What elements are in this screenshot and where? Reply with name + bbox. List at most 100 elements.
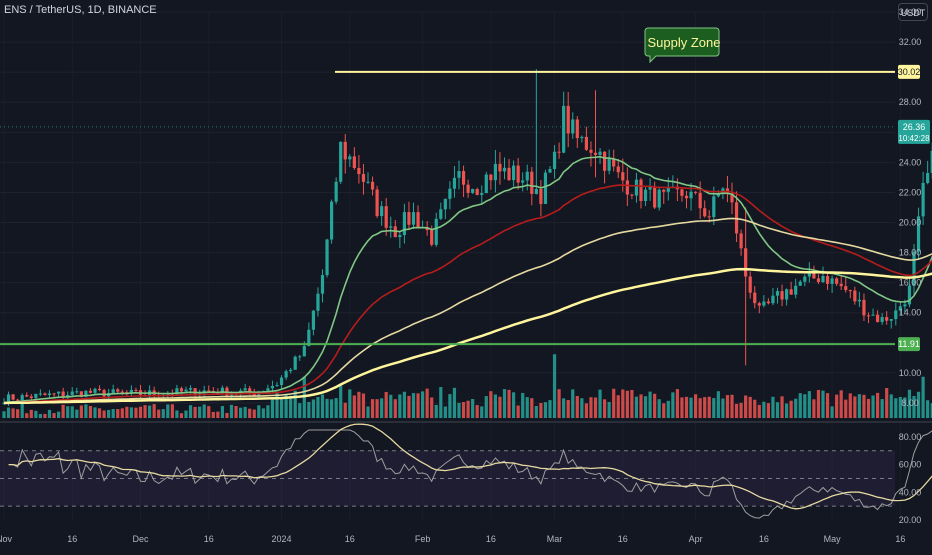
candle-body	[207, 390, 211, 392]
volume-bar	[916, 391, 921, 418]
volume-bar	[184, 410, 188, 418]
volume-bar	[853, 396, 857, 418]
volume-bar	[220, 406, 224, 418]
volume-bar	[284, 394, 288, 418]
volume-bar	[361, 393, 366, 418]
volume-bar	[466, 400, 470, 418]
candle-body	[816, 278, 821, 283]
volume-bar	[416, 393, 420, 418]
volume-bar	[25, 413, 29, 418]
candle-body	[339, 141, 343, 182]
volume-bar	[421, 391, 425, 418]
volume-bar	[261, 408, 265, 418]
volume-bar	[216, 411, 220, 418]
volume-bar	[825, 393, 830, 418]
volume-bar	[880, 399, 884, 418]
time-tick-label: 2024	[272, 534, 292, 544]
volume-bars	[2, 354, 932, 418]
candle-body	[880, 317, 884, 323]
volume-bar	[648, 391, 652, 418]
last-price-label: 26.36	[903, 122, 926, 132]
volume-bar	[366, 406, 370, 418]
volume-bar	[275, 391, 279, 418]
price-tick-label: 32.00	[899, 37, 922, 47]
volume-bar	[571, 389, 575, 418]
volume-bar	[666, 400, 670, 418]
volume-bar	[448, 394, 452, 418]
volume-bar	[6, 407, 11, 418]
candle-body	[734, 202, 739, 234]
currency-selector[interactable]: USDT	[898, 3, 928, 21]
time-tick-label: 16	[895, 534, 905, 544]
volume-bar	[766, 403, 770, 418]
candle-body	[102, 390, 106, 397]
volume-bar	[293, 390, 297, 418]
volume-bar	[657, 399, 661, 418]
volume-bar	[384, 391, 388, 418]
volume-bar	[248, 408, 252, 418]
last-price-tag	[898, 119, 930, 144]
volume-bar	[125, 406, 129, 418]
rsi-pane	[0, 423, 932, 519]
time-tick-label: May	[824, 534, 842, 544]
volume-bar	[38, 413, 42, 418]
candle-body	[70, 391, 74, 395]
candle-body	[25, 395, 29, 397]
resistance-level-label: 30.02	[898, 67, 921, 77]
candle-body	[366, 181, 370, 183]
volume-bar	[780, 396, 784, 418]
candle-body	[698, 192, 702, 209]
candle-body	[566, 105, 570, 134]
candle-body	[380, 206, 384, 217]
candle-body	[539, 188, 543, 204]
candle-body	[703, 208, 707, 217]
volume-bar	[789, 400, 793, 418]
candle-body	[357, 168, 361, 175]
candle-body	[97, 388, 102, 391]
volume-bar	[111, 409, 115, 418]
volume-bar	[771, 396, 775, 418]
candle-body	[584, 136, 588, 150]
volume-bar	[188, 405, 193, 418]
candle-body	[84, 390, 88, 397]
price-tick-label: 18.00	[899, 248, 922, 258]
candle-body	[471, 189, 475, 193]
candle-body	[316, 293, 320, 311]
volume-bar	[443, 406, 447, 418]
candle-body	[502, 167, 507, 172]
volume-bar	[330, 399, 334, 418]
volume-bar	[484, 396, 488, 418]
volume-bar	[88, 405, 93, 418]
candle-body	[844, 286, 848, 291]
candle-body	[430, 230, 434, 245]
volume-bar	[607, 401, 611, 418]
supply-zone-callout: Supply Zone	[644, 27, 721, 64]
volume-bar	[43, 413, 47, 418]
candle-body	[480, 193, 484, 195]
candle-body	[762, 301, 766, 306]
candlesticks	[2, 69, 932, 407]
volume-bar	[352, 395, 356, 418]
candle-body	[484, 174, 488, 194]
moving-averages	[3, 155, 932, 405]
candle-body	[343, 141, 347, 160]
candle-body	[798, 281, 802, 286]
rsi-ma-line	[8, 423, 932, 510]
candle-body	[57, 391, 61, 394]
candle-body	[334, 181, 338, 202]
volume-bar	[325, 398, 329, 418]
volume-bar	[757, 404, 761, 418]
volume-bar	[234, 405, 238, 418]
candle-body	[498, 163, 502, 172]
candle-body	[621, 172, 625, 181]
volume-bar	[730, 394, 734, 418]
volume-bar	[871, 395, 875, 418]
candle-body	[66, 394, 70, 397]
volume-bar	[876, 392, 880, 418]
volume-bar	[425, 388, 429, 418]
candle-body	[284, 371, 288, 378]
candle-body	[179, 388, 184, 392]
volume-bar	[298, 403, 302, 418]
